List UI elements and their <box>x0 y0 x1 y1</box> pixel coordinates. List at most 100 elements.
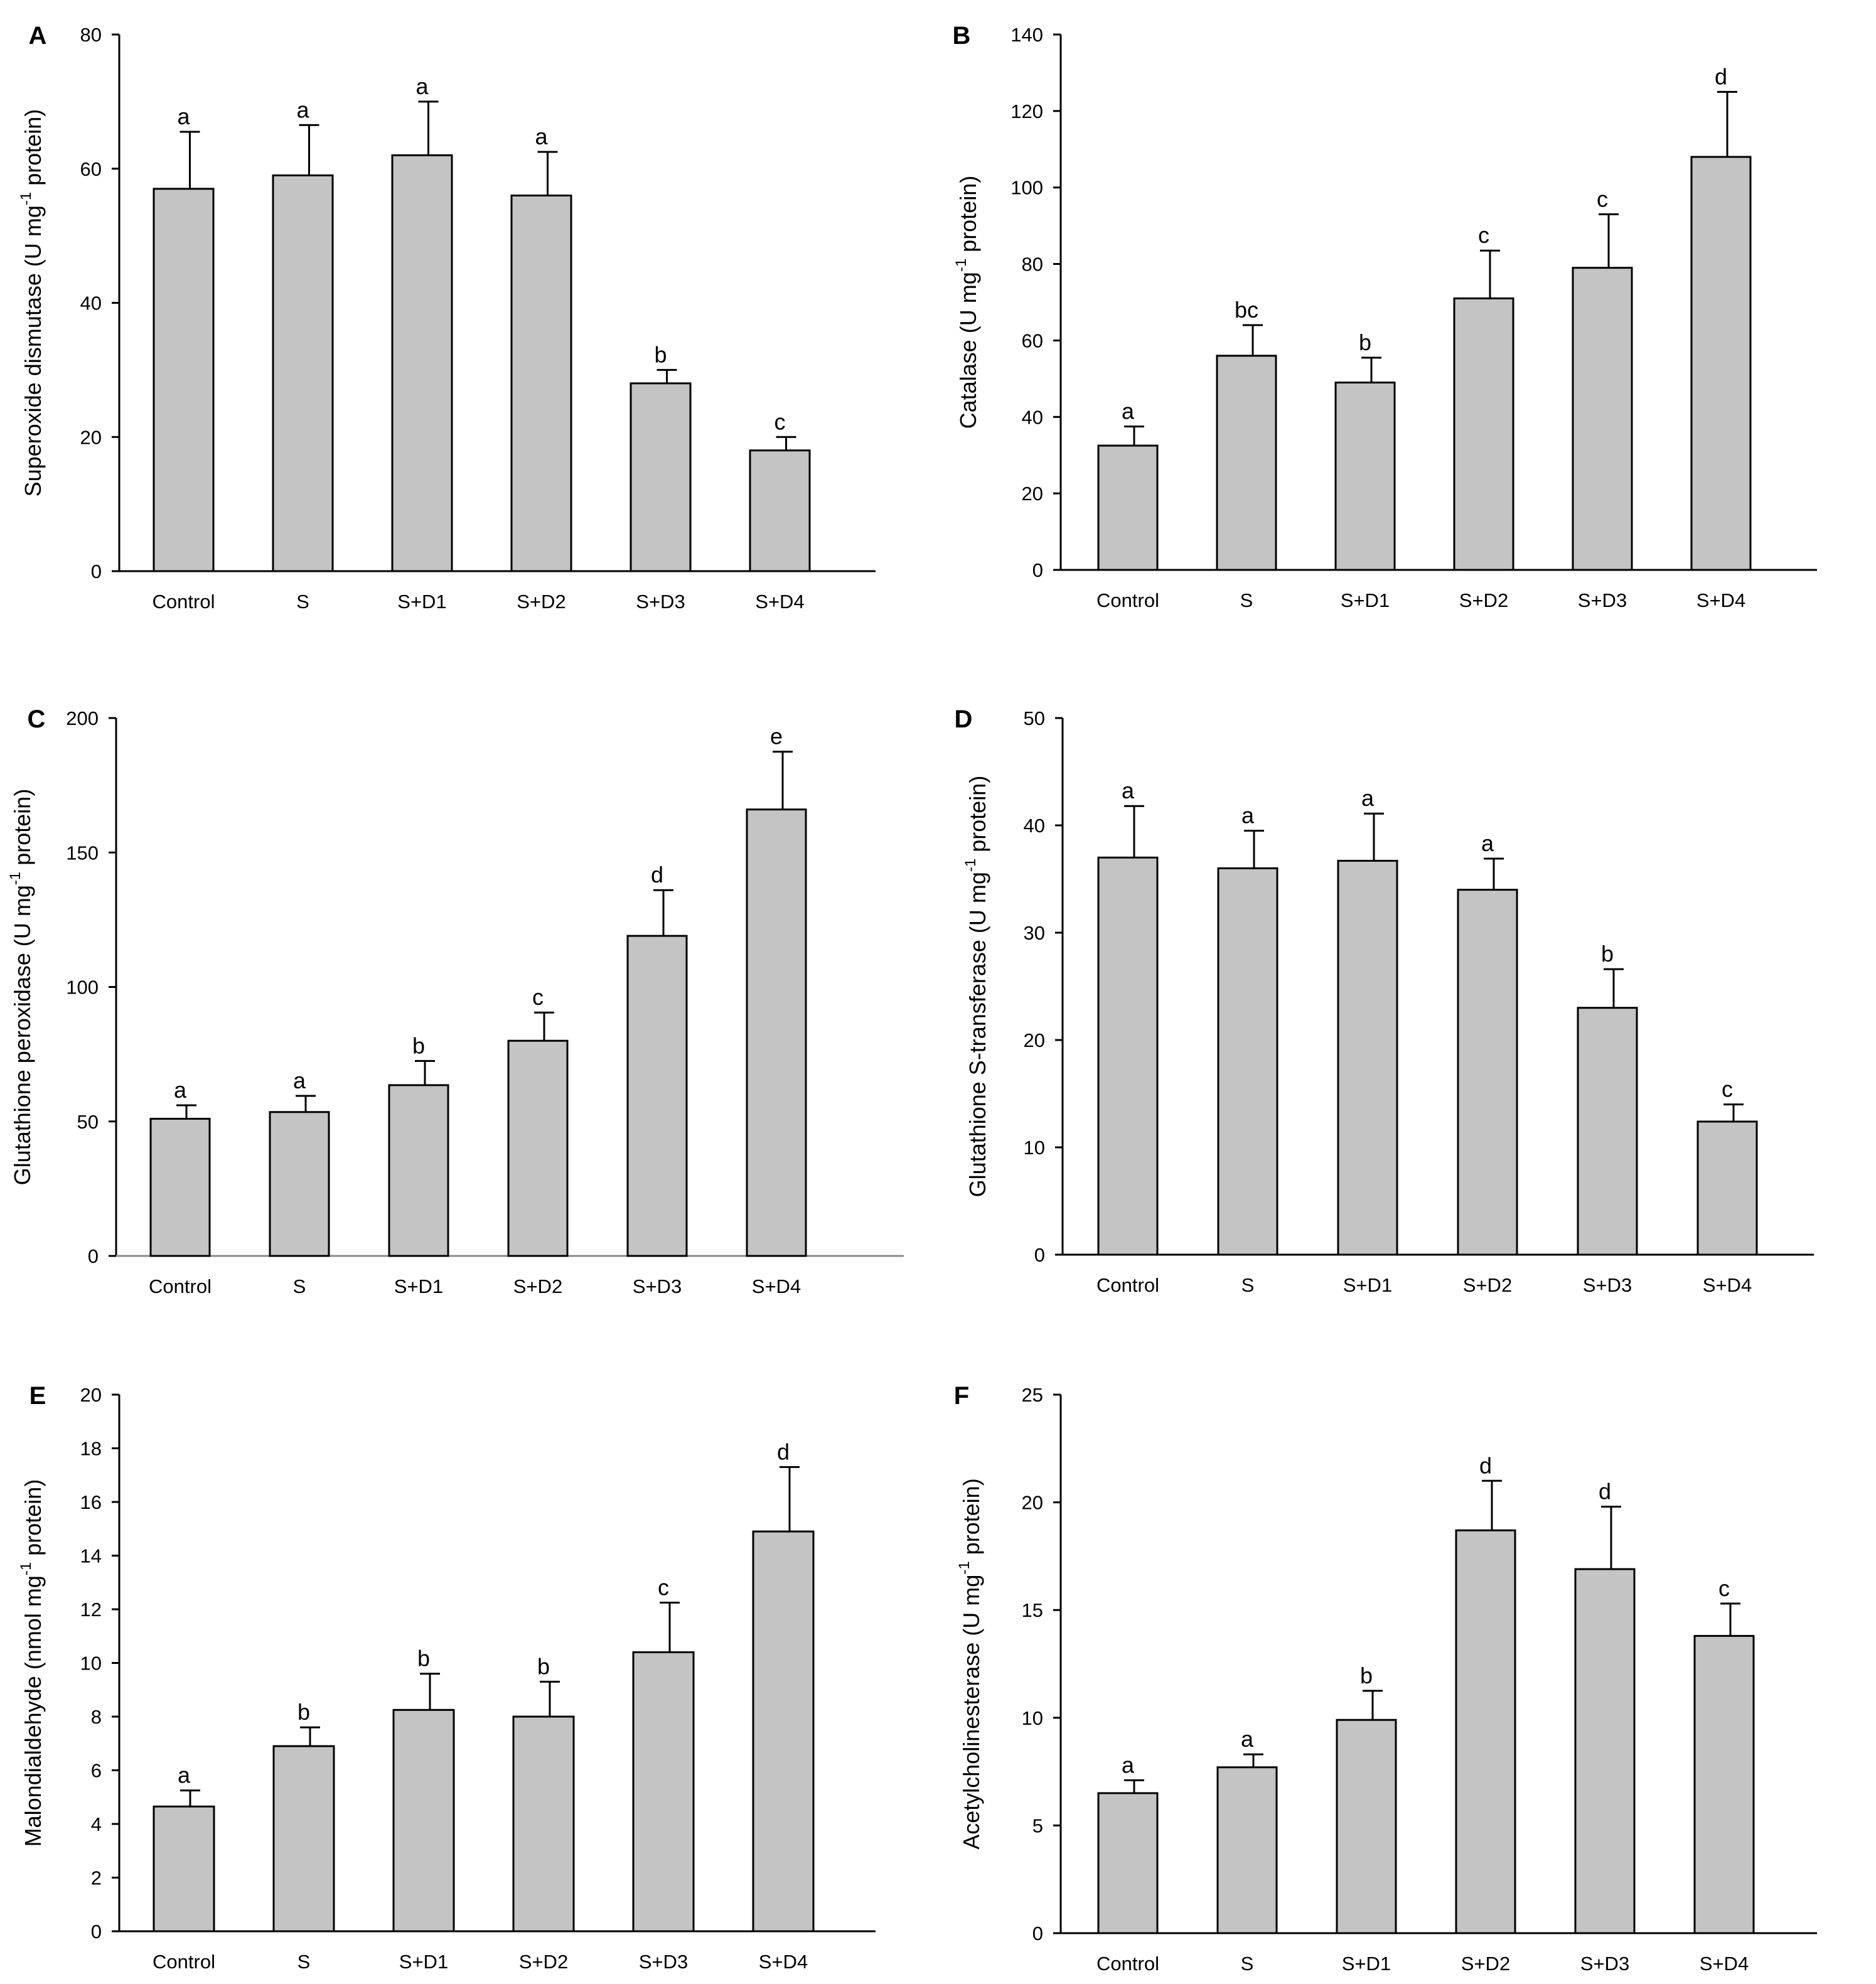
significance-letter: a <box>296 97 309 122</box>
panel-letter: E <box>29 1382 46 1410</box>
x-tick-label: S+D3 <box>1578 589 1627 611</box>
y-tick-label: 2 <box>91 1867 102 1889</box>
x-tick-label: S+D2 <box>519 1951 568 1973</box>
y-axis-label: Catalase (U mg-1 protein) <box>953 176 981 429</box>
y-axis-label: Glutathione peroxidase (U mg-1 protein) <box>7 789 35 1186</box>
bar <box>388 1084 449 1257</box>
y-tick-label: 25 <box>1022 1384 1043 1406</box>
y-axis-label: Glutathione S-transferase (U mg-1 protei… <box>962 776 990 1198</box>
y-tick-label: 200 <box>66 707 99 729</box>
panel-letter: C <box>28 705 46 733</box>
y-tick-label: 20 <box>1022 483 1043 505</box>
y-axis-label-tail: protein) <box>955 176 981 259</box>
y-tick-label: 0 <box>91 1921 102 1943</box>
y-tick-label: 80 <box>1022 254 1043 276</box>
significance-letter: c <box>1722 1076 1733 1102</box>
x-tick-label: S+D2 <box>1463 1274 1512 1296</box>
y-axis-label-tail: protein) <box>20 1479 46 1562</box>
significance-letter: d <box>1599 1478 1611 1504</box>
x-tick-label: S <box>1241 1274 1255 1296</box>
x-tick-label: S+D3 <box>636 591 685 613</box>
significance-letter: b <box>537 1653 550 1679</box>
x-tick-label: S+D1 <box>1341 589 1390 611</box>
x-tick-label: S+D4 <box>755 591 804 613</box>
significance-letter: a <box>178 1762 191 1788</box>
significance-letter: b <box>1360 1663 1373 1688</box>
x-tick-label: S+D1 <box>394 1275 443 1297</box>
chart-panel-e: E 0 2 4 6 8 10 12 14 16 18 20 Malondialdehyde (nmol … <box>18 1382 876 1973</box>
significance-letter: b <box>297 1699 310 1725</box>
significance-letter: b <box>417 1646 430 1671</box>
bar <box>1453 297 1514 571</box>
x-tick-label: S+D4 <box>759 1951 808 1973</box>
significance-letter: b <box>1359 330 1371 355</box>
significance-letter: a <box>174 1077 187 1103</box>
x-tick-label: S+D2 <box>517 591 565 613</box>
y-axis-label-main: Superoxide dismutase (U mg <box>20 205 46 496</box>
significance-letter: d <box>1715 63 1727 89</box>
significance-letter: a <box>415 73 429 99</box>
x-tick-label: S+D1 <box>1342 1953 1391 1975</box>
x-tick-label: Control <box>153 591 215 613</box>
x-tick-label: S <box>296 591 309 613</box>
x-tick-label: S+D2 <box>1459 589 1508 611</box>
bar <box>1336 1719 1397 1934</box>
y-axis-label-superscript: -1 <box>7 872 24 885</box>
x-tick-label: S+D4 <box>1696 589 1745 611</box>
bar <box>746 808 807 1257</box>
significance-letter: d <box>777 1439 790 1464</box>
y-tick-label: 10 <box>80 1653 102 1675</box>
bar <box>1455 1529 1516 1934</box>
chart-panel-b: B 0 20 40 60 80 100 120 140 Catalase (U mg-1 prot… <box>953 22 1817 611</box>
y-tick-label: 40 <box>1022 406 1043 428</box>
x-tick-label: Control <box>149 1275 212 1297</box>
x-tick-label: S+D4 <box>1700 1953 1749 1975</box>
bar <box>1216 355 1277 571</box>
bar <box>269 1111 330 1257</box>
y-tick-label: 18 <box>80 1438 102 1460</box>
bar <box>272 174 334 572</box>
y-tick-label: 16 <box>80 1491 102 1513</box>
y-axis-label-superscript: -1 <box>18 1562 35 1575</box>
significance-letter: c <box>532 984 544 1010</box>
y-tick-label: 0 <box>1034 1244 1045 1266</box>
y-tick-label: 100 <box>66 977 99 999</box>
x-tick-label: S+D2 <box>1461 1953 1510 1975</box>
bar <box>630 382 692 572</box>
significance-letter: a <box>1241 803 1255 828</box>
y-tick-label: 20 <box>80 1384 102 1406</box>
significance-letter: a <box>535 124 548 149</box>
x-tick-label: S+D3 <box>1583 1274 1632 1296</box>
significance-letter: c <box>775 409 786 434</box>
panel-letter: F <box>954 1382 969 1410</box>
panel-letter: B <box>953 22 971 50</box>
y-axis-label-tail: protein) <box>9 789 35 872</box>
bar <box>1097 856 1159 1256</box>
bar <box>1574 1568 1636 1934</box>
bar <box>1457 889 1518 1256</box>
significance-letter: b <box>654 341 667 367</box>
y-axis-label-superscript: -1 <box>18 192 35 205</box>
y-tick-label: 80 <box>80 24 102 46</box>
bar <box>510 195 572 572</box>
panel-letter: A <box>29 22 47 50</box>
y-tick-label: 14 <box>80 1545 102 1567</box>
x-tick-label: S+D3 <box>633 1275 682 1297</box>
bar <box>749 449 811 572</box>
y-axis-label-superscript: -1 <box>956 1561 973 1574</box>
y-axis-label-superscript: -1 <box>962 859 979 872</box>
y-axis-label-superscript: -1 <box>953 259 970 272</box>
y-tick-label: 6 <box>91 1760 102 1782</box>
y-tick-label: 10 <box>1024 1137 1045 1159</box>
y-tick-label: 50 <box>77 1111 99 1133</box>
bar <box>1216 1766 1278 1934</box>
significance-letter: d <box>1479 1452 1492 1478</box>
y-tick-label: 0 <box>1032 1922 1043 1944</box>
x-tick-label: S+D3 <box>639 1951 688 1973</box>
y-tick-label: 40 <box>1024 815 1045 837</box>
y-tick-label: 0 <box>91 560 102 582</box>
y-tick-label: 0 <box>88 1245 99 1267</box>
bar <box>1097 1792 1159 1934</box>
y-tick-label: 12 <box>80 1599 102 1621</box>
